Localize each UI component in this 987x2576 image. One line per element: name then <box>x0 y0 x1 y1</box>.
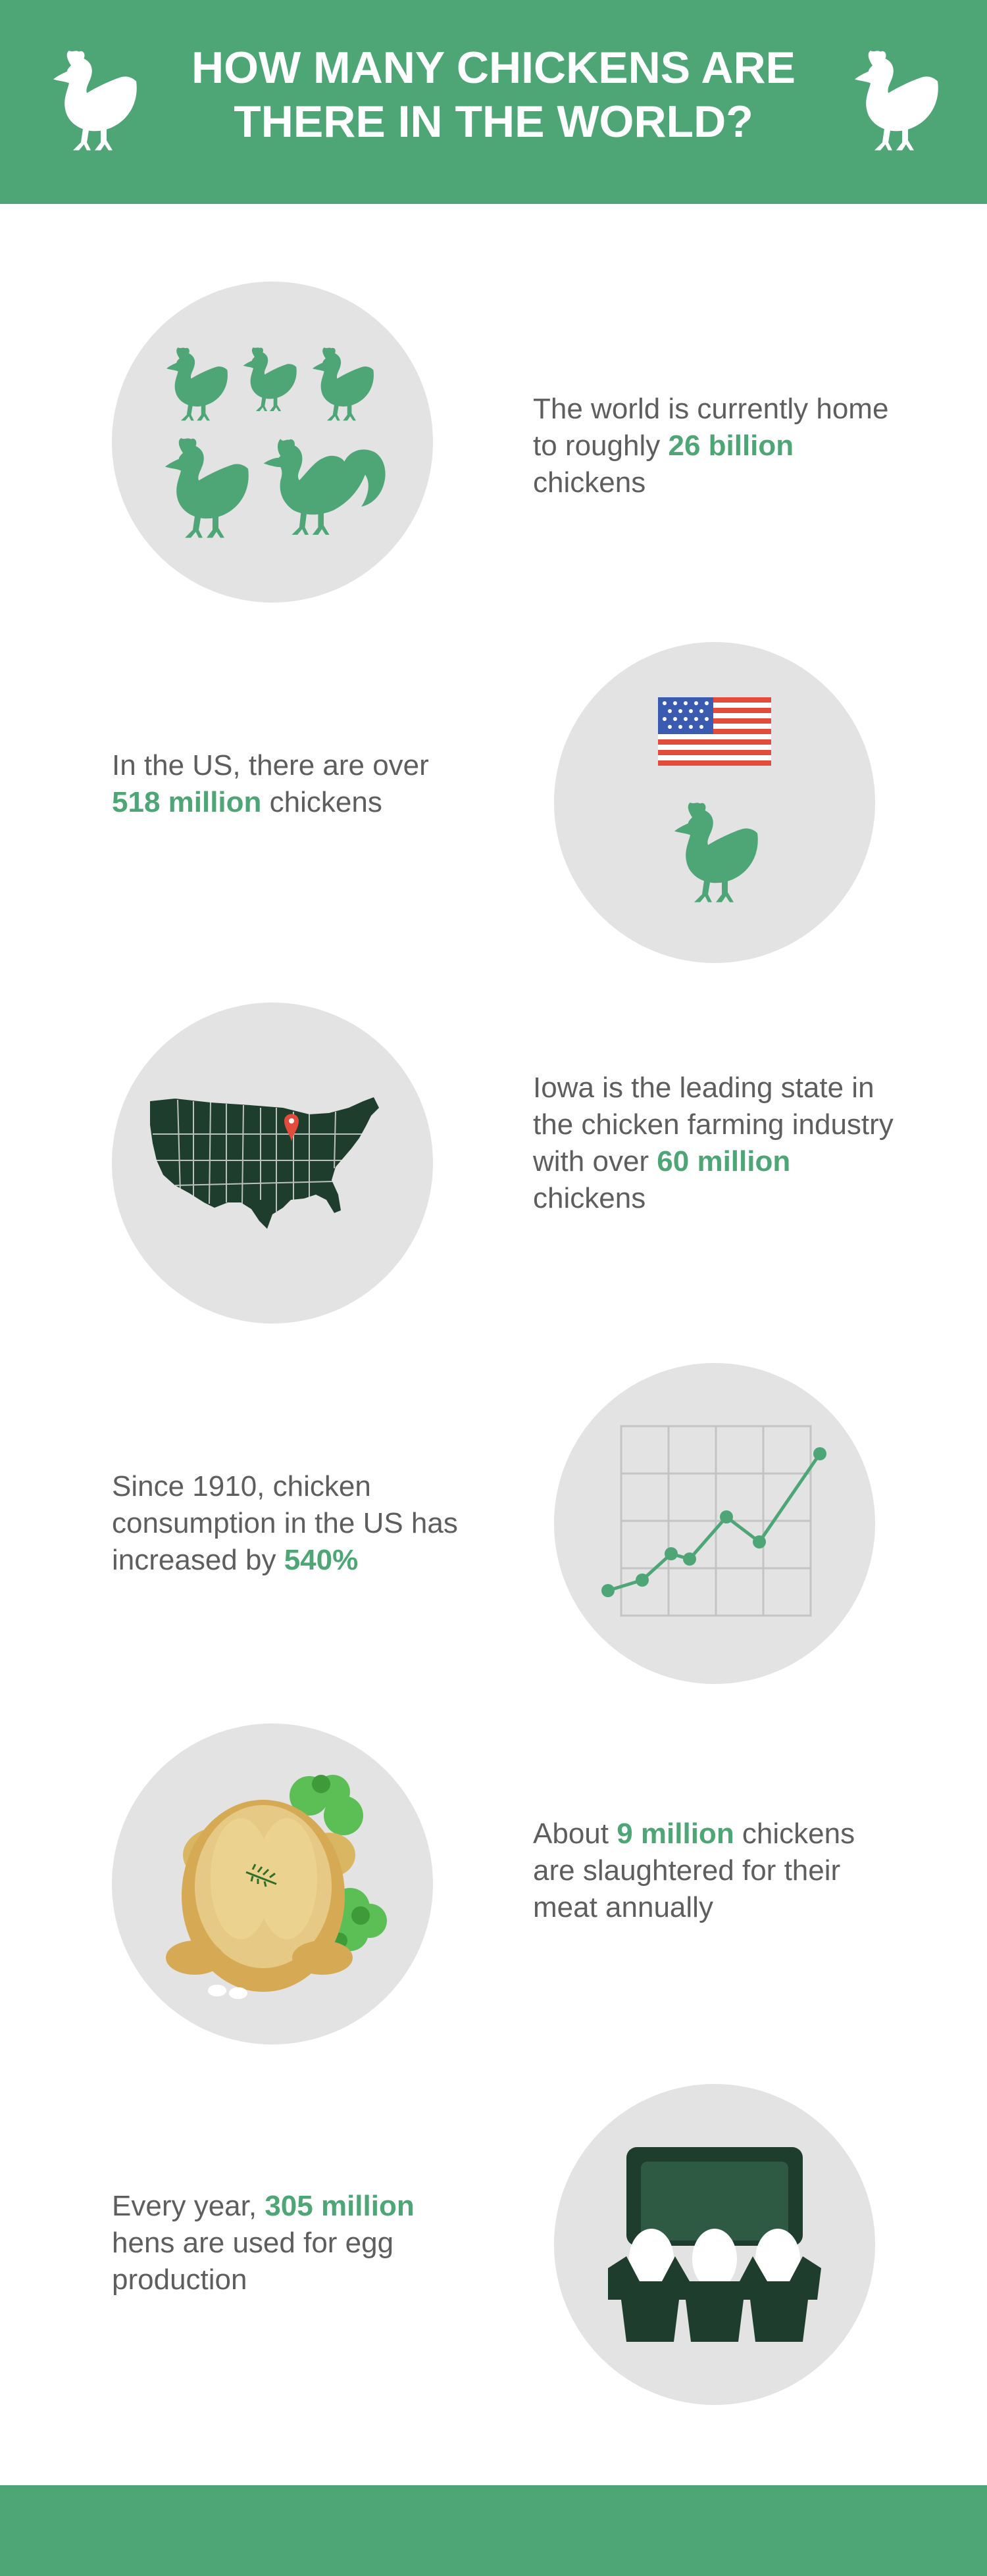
us-map-pin-icon <box>112 1003 433 1324</box>
hen-icon <box>43 46 142 158</box>
fact-text: Every year, 305 million hens are used fo… <box>112 2190 415 2296</box>
header-banner: HOW MANY CHICKENS ARE THERE IN THE WORLD… <box>0 0 987 204</box>
fact-text: Iowa is the leading state in the chicken… <box>533 1072 894 1214</box>
line-graph-icon <box>554 1363 875 1684</box>
page-title: HOW MANY CHICKENS ARE THERE IN THE WORLD… <box>191 43 796 147</box>
fact-text: The world is currently home to roughly 2… <box>533 393 889 499</box>
egg-carton-icon <box>554 2084 875 2405</box>
fact-text: Since 1910, chicken consumption in the U… <box>112 1470 458 1576</box>
fact-text: About 9 million chickens are slaughtered… <box>533 1818 855 1923</box>
footer-banner <box>0 2485 987 2576</box>
hen-icon <box>845 46 944 158</box>
us-flag-chicken-icon <box>554 642 875 963</box>
chicken-flock-icon <box>112 282 433 603</box>
fact-text: In the US, there are over 518 million ch… <box>112 749 429 818</box>
roast-chicken-icon <box>112 1723 433 2044</box>
